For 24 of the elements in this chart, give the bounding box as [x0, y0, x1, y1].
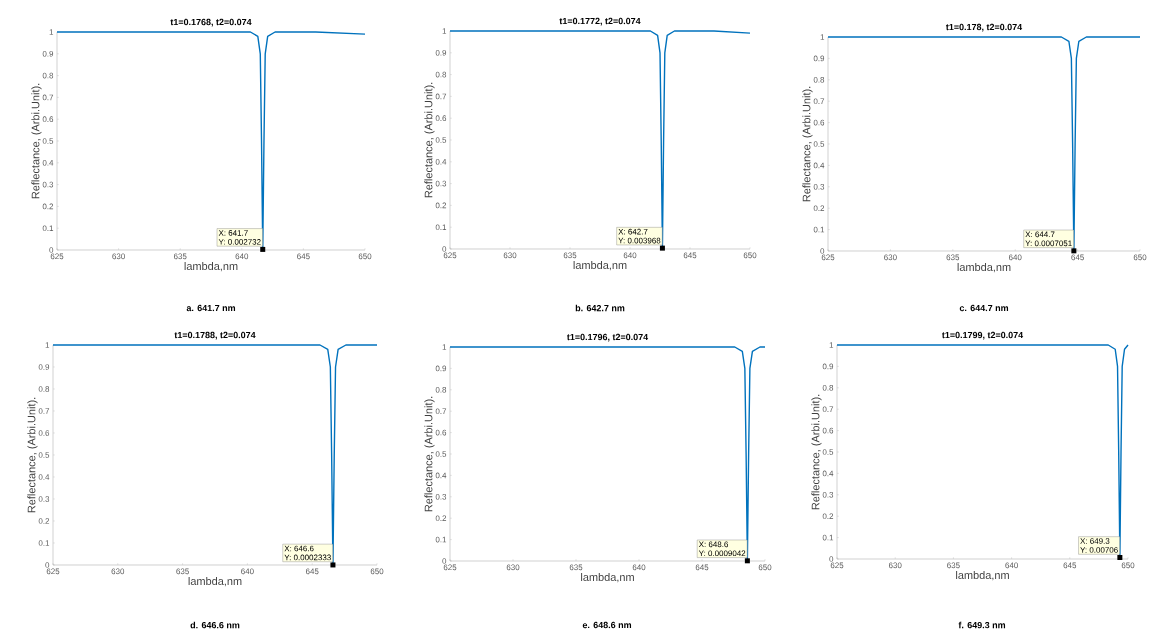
- chart-title: t1=0.1772, t2=0.074: [559, 17, 641, 26]
- chart-title: t1=0.1768, t2=0.074: [170, 18, 252, 27]
- chart-title: t1=0.1799, t2=0.074: [941, 331, 1024, 340]
- text: b. 642.7 nm: [575, 304, 625, 312]
- text: d. 646.6 nm: [190, 621, 240, 629]
- y-axis-title: Reflectance, (Arbi.Unit).: [802, 86, 813, 202]
- x-axis-title: lambda,nm: [573, 261, 627, 271]
- y-axis-title: Reflectance, (Arbi.Unit).: [31, 83, 42, 199]
- text: f. 649.3 nm: [958, 621, 1006, 629]
- x-axis-title: lambda,nm: [188, 577, 242, 587]
- x-axis-title: lambda,nm: [956, 571, 1009, 581]
- y-axis-title: Reflectance, (Arbi.Unit).: [27, 397, 38, 513]
- text: a. 641.7 nm: [186, 304, 236, 312]
- chart-title: t1=0.1788, t2=0.074: [174, 331, 256, 340]
- x-axis-title: lambda,nm: [581, 573, 634, 583]
- y-axis-title: Reflectance, (Arbi.Unit).: [811, 394, 822, 510]
- chart-title: t1=0.178, t2=0.074: [945, 23, 1023, 32]
- y-axis-title: Reflectance, (Arbi.Unit).: [424, 82, 435, 198]
- x-axis-title: lambda,nm: [184, 262, 238, 272]
- chart-title: t1=0.1796, t2=0.074: [566, 333, 649, 342]
- text: e. 648.6 nm: [582, 621, 632, 629]
- x-axis-title: lambda,nm: [957, 263, 1011, 273]
- y-axis-title: Reflectance, (Arbi.Unit).: [424, 396, 435, 512]
- text: c. 644.7 nm: [959, 304, 1009, 312]
